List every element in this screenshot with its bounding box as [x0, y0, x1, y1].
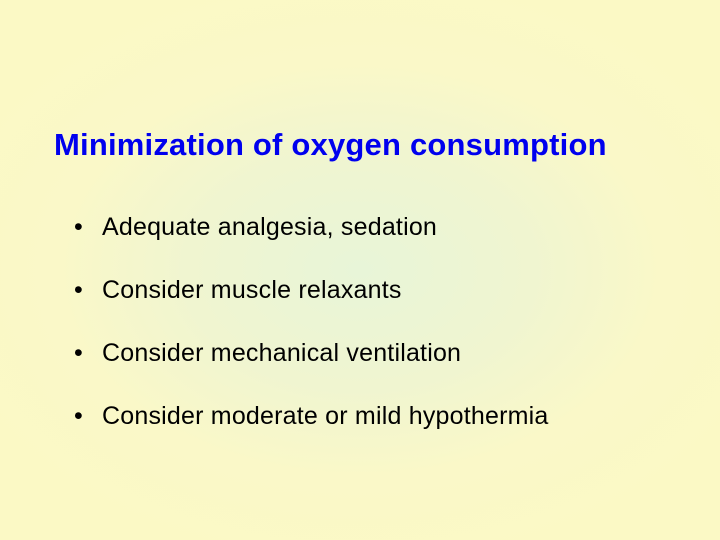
bullet-list: Adequate analgesia, sedation Consider mu…: [72, 213, 549, 465]
list-item: Consider mechanical ventilation: [72, 339, 549, 368]
slide-title: Minimization of oxygen consumption: [54, 127, 607, 163]
slide: Minimization of oxygen consumption Adequ…: [0, 0, 720, 540]
list-item: Consider muscle relaxants: [72, 276, 549, 305]
list-item: Adequate analgesia, sedation: [72, 213, 549, 242]
list-item: Consider moderate or mild hypothermia: [72, 402, 549, 431]
